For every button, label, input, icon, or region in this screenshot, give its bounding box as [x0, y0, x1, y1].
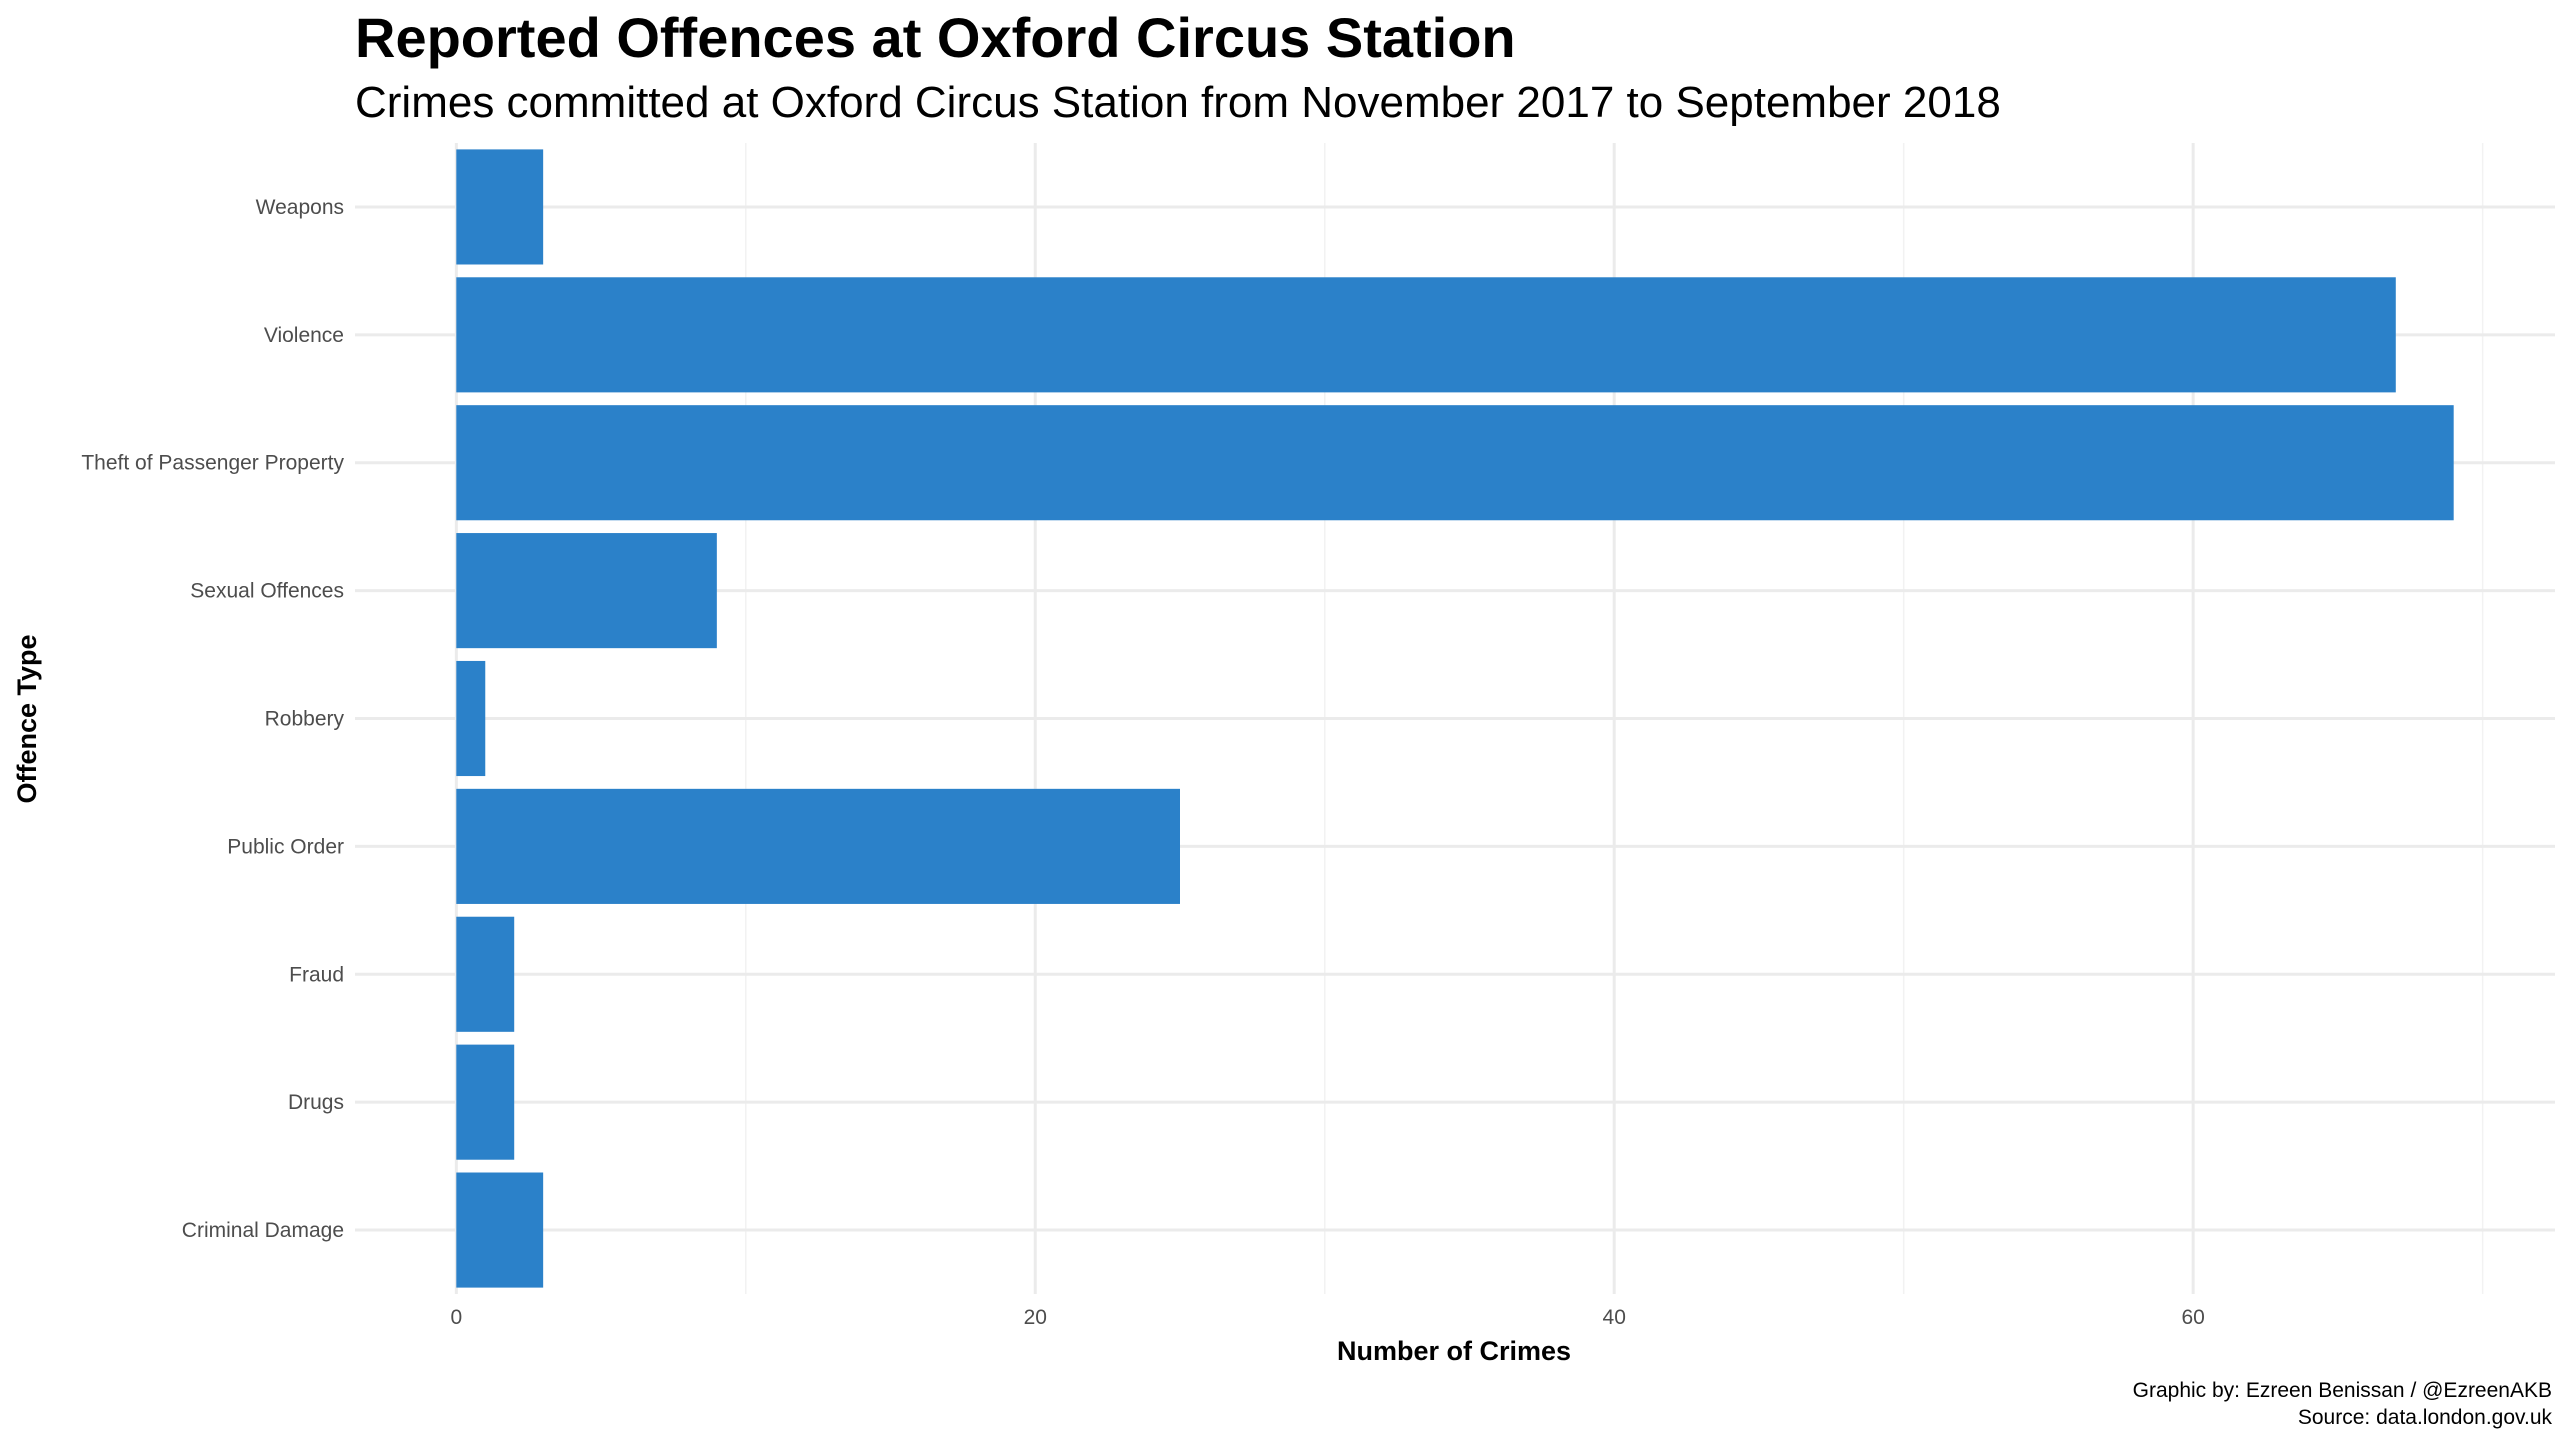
y-tick-label-fraud: Fraud [289, 963, 344, 986]
x-tick-label-20: 20 [1024, 1306, 1047, 1329]
x-tick-label-60: 60 [2181, 1306, 2204, 1329]
y-tick-label-public-order: Public Order [227, 835, 344, 858]
bars [456, 149, 2454, 1288]
bar-violence [456, 277, 2396, 393]
bar-fraud [456, 916, 515, 1032]
bar-sexual-offences [456, 533, 717, 649]
y-tick-label-criminal-damage: Criminal Damage [182, 1219, 344, 1242]
bar-weapons [456, 149, 544, 265]
chart-subtitle: Crimes committed at Oxford Circus Statio… [355, 78, 2001, 127]
x-tick-label-40: 40 [1603, 1306, 1626, 1329]
y-axis-title: Offence Type [12, 634, 42, 803]
y-tick-label-weapons: Weapons [256, 196, 344, 219]
bar-theft-of-passenger-property [456, 405, 2454, 521]
chart-title: Reported Offences at Oxford Circus Stati… [355, 6, 1516, 69]
x-axis-tick-labels: 0 20 40 60 [450, 1306, 2204, 1329]
y-tick-label-violence: Violence [264, 324, 344, 347]
y-tick-label-theft-of-passenger-property: Theft of Passenger Property [81, 452, 344, 475]
bar-drugs [456, 1044, 515, 1160]
y-tick-label-sexual-offences: Sexual Offences [190, 580, 344, 603]
x-tick-label-0: 0 [450, 1306, 462, 1329]
bar-public-order [456, 788, 1180, 904]
y-axis-tick-labels: Criminal Damage Drugs Fraud Public Order Rob… [81, 196, 344, 1242]
bar-robbery [456, 660, 486, 777]
y-tick-label-drugs: Drugs [288, 1091, 344, 1114]
x-axis-title: Number of Crimes [1337, 1336, 1571, 1366]
caption-credit: Graphic by: Ezreen Benissan / @EzreenAKB [2133, 1379, 2552, 1402]
y-tick-label-robbery: Robbery [265, 708, 345, 731]
caption-source: Source: data.london.gov.uk [2298, 1406, 2553, 1429]
bar-criminal-damage [456, 1172, 544, 1288]
